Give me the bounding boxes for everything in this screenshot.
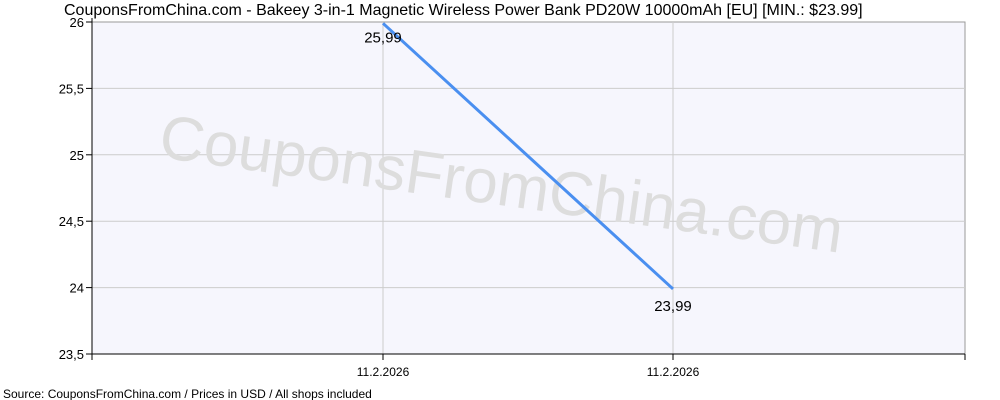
y-tick-label: 25,5 <box>59 81 84 96</box>
price-line <box>381 22 675 291</box>
x-tick-label: 11.2.2026 <box>357 365 410 379</box>
y-tick-label: 26 <box>70 15 84 30</box>
x-tick-label: 11.2.2026 <box>647 365 700 379</box>
data-label: 25,99 <box>364 29 402 46</box>
y-tick-label: 25 <box>70 148 84 163</box>
y-tick-label: 24 <box>70 281 84 296</box>
y-tick-label: 23,5 <box>59 347 84 362</box>
y-tick-label: 24,5 <box>59 214 84 229</box>
chart-title: CouponsFromChina.com - Bakeey 3-in-1 Mag… <box>64 2 863 19</box>
chart-footer: Source: CouponsFromChina.com / Prices in… <box>3 387 372 400</box>
data-label: 23,99 <box>654 298 692 315</box>
plot-area <box>91 21 966 355</box>
